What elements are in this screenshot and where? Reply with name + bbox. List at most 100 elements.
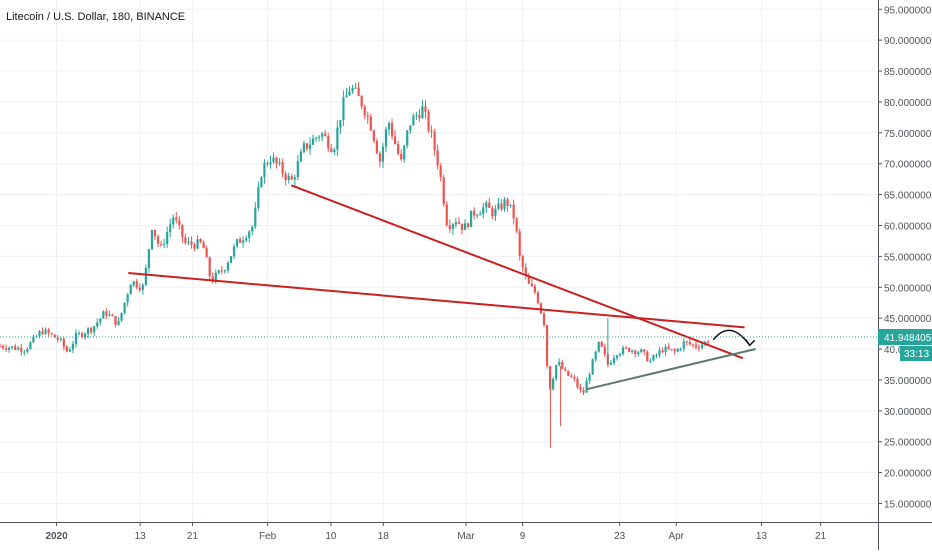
candle-body (454, 222, 457, 225)
candle-body (609, 362, 612, 365)
candle-body (688, 342, 692, 345)
candle-body (190, 241, 193, 245)
candle-body (433, 131, 436, 151)
price-scale[interactable] (878, 0, 932, 550)
candle-body (652, 355, 655, 361)
projection-arrow[interactable] (712, 329, 751, 346)
candle-body (582, 390, 585, 393)
x-tick-label: 21 (187, 531, 199, 542)
candle-body (159, 243, 163, 245)
candle-body (229, 256, 233, 263)
candle-body (166, 232, 169, 245)
candle-body (223, 270, 227, 272)
candle-body (536, 292, 540, 304)
trendline-1[interactable] (290, 184, 744, 360)
candle-body (330, 148, 333, 153)
candle-body (238, 239, 242, 243)
candle-body (132, 281, 135, 285)
candle-body (318, 136, 321, 138)
candle-body (615, 355, 619, 359)
candle-body (372, 130, 375, 141)
candle-body (260, 177, 263, 187)
candle-body (342, 97, 345, 120)
countdown-badge (900, 345, 932, 361)
candle-body (381, 146, 385, 162)
current-price-label: 41.948405 (884, 333, 932, 344)
candle-body (129, 284, 132, 295)
candle-body (549, 366, 552, 390)
candle-body (552, 378, 555, 390)
y-tick-label: 90.000000 (884, 36, 932, 47)
candle-body (208, 257, 211, 277)
y-tick-label: 95.000000 (884, 5, 932, 16)
candle-body (108, 314, 111, 316)
candle-body (44, 329, 47, 334)
y-tick-label: 20.000000 (884, 469, 932, 480)
candle-body (497, 203, 500, 209)
candle-body (594, 351, 597, 360)
y-tick-label: 65.000000 (884, 191, 932, 202)
y-tick-label: 85.000000 (884, 67, 932, 78)
candle-body (169, 224, 172, 233)
candle-body (254, 207, 257, 227)
candle-body (555, 365, 558, 379)
candle-body (29, 342, 32, 350)
y-tick-label: 15.000000 (884, 499, 932, 510)
x-tick-label: 10 (325, 531, 337, 542)
candle-body (293, 177, 296, 180)
candle-body (378, 153, 382, 162)
candle-body (135, 281, 138, 288)
candle-body (694, 344, 698, 348)
candle-body (685, 341, 688, 343)
trendline-2[interactable] (128, 272, 745, 329)
candle-body (41, 331, 44, 334)
candle-body (576, 378, 579, 387)
candle-body (506, 199, 509, 206)
candle-body (144, 267, 147, 285)
candle-body (114, 316, 117, 325)
candle-body (424, 106, 427, 112)
x-tick-label: 23 (614, 531, 626, 542)
candle-body (564, 368, 567, 371)
candle-body (345, 95, 348, 98)
candle-body (442, 177, 445, 205)
candle-body (327, 136, 330, 149)
candle-body (612, 358, 616, 363)
candle-body (387, 123, 391, 130)
x-tick-label: 13 (756, 531, 768, 542)
countdown-label: 33:13 (904, 349, 929, 360)
candle-body (65, 346, 68, 352)
x-tick-label: 2020 (45, 531, 68, 542)
y-tick-label: 30.000000 (884, 407, 932, 418)
candle-body (658, 350, 661, 356)
candle-body (111, 314, 114, 317)
candle-body (451, 224, 454, 230)
candle-body (533, 286, 537, 293)
trendline-3[interactable] (586, 348, 756, 391)
candle-body (117, 320, 120, 325)
candle-body (436, 150, 439, 166)
candle-body (682, 341, 685, 349)
candle-body (697, 347, 701, 349)
candle-body (56, 337, 59, 340)
candle-body (573, 377, 576, 379)
candle-body (187, 241, 190, 243)
candle-body (375, 140, 378, 154)
candle-body (38, 331, 41, 337)
candle-body (0, 345, 2, 347)
candle-body (351, 87, 354, 92)
candle-body (482, 207, 485, 215)
candle-body (87, 328, 90, 334)
candle-body (68, 349, 72, 352)
candle-body (409, 125, 412, 131)
candle-body (141, 284, 144, 290)
candle-body (199, 239, 202, 243)
candle-body (299, 151, 302, 162)
time-scale[interactable] (0, 522, 932, 550)
candle-body (390, 123, 394, 137)
candle-body (618, 353, 622, 356)
candle-body (400, 153, 403, 160)
candle-body (8, 347, 11, 350)
